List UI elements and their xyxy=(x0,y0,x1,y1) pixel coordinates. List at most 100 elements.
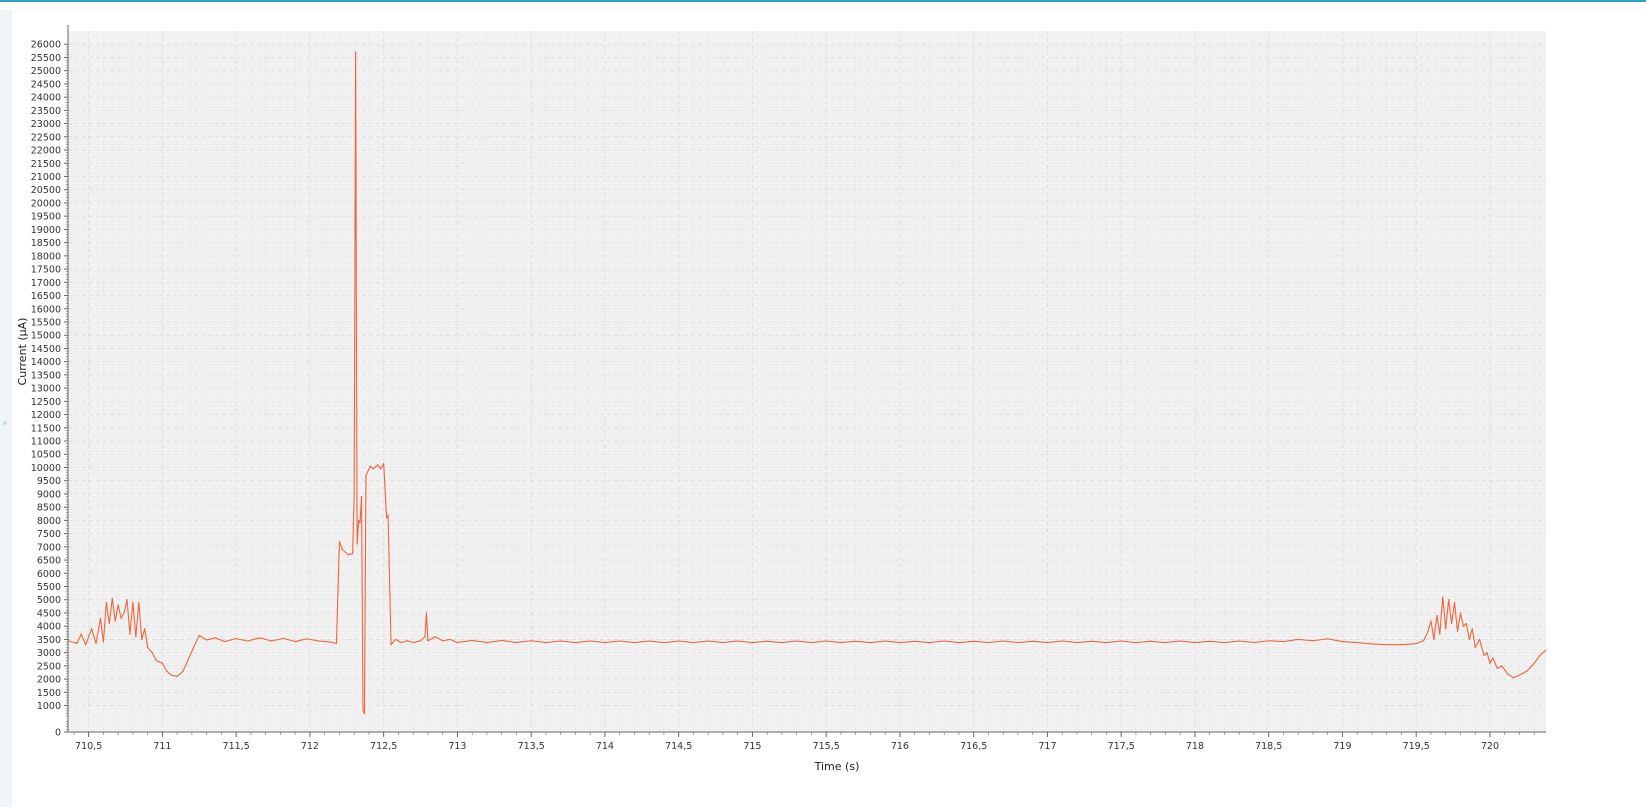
data-point xyxy=(1462,625,1464,627)
data-point xyxy=(442,640,444,642)
data-point xyxy=(1120,640,1122,642)
data-point xyxy=(560,640,562,642)
data-point xyxy=(899,641,901,644)
data-point xyxy=(1489,662,1491,664)
data-point xyxy=(383,462,385,465)
data-point xyxy=(182,670,184,672)
data-point xyxy=(105,601,107,603)
y-tick-label: 16000 xyxy=(31,304,61,315)
y-tick-label: 24000 xyxy=(31,93,61,104)
data-point xyxy=(425,612,428,614)
data-point xyxy=(102,641,105,643)
data-point xyxy=(126,599,128,601)
y-tick-label: 21500 xyxy=(31,159,61,170)
data-point xyxy=(362,710,364,712)
data-point xyxy=(1282,640,1285,643)
y-tick-label: 22000 xyxy=(31,146,61,157)
data-point xyxy=(958,641,960,644)
left-side-strip xyxy=(0,10,12,807)
data-point xyxy=(471,639,473,642)
x-tick-label: 711 xyxy=(153,741,171,752)
data-point xyxy=(85,644,87,646)
data-point xyxy=(1164,641,1167,644)
data-point xyxy=(352,552,354,555)
data-point xyxy=(1430,620,1432,622)
data-point xyxy=(1436,615,1438,617)
data-point xyxy=(135,636,137,638)
data-point xyxy=(363,712,366,715)
data-point xyxy=(67,640,69,642)
x-tick-label: 711,5 xyxy=(223,741,250,752)
x-tick-label: 712 xyxy=(301,741,319,752)
data-point xyxy=(1450,622,1453,625)
data-point xyxy=(751,641,754,644)
y-tick-label: 2000 xyxy=(37,675,61,686)
y-tick-label: 7500 xyxy=(37,529,61,540)
top-accent-border xyxy=(0,0,1646,2)
x-tick-label: 718,5 xyxy=(1255,741,1282,752)
y-tick-label: 25000 xyxy=(31,66,61,77)
data-point xyxy=(306,638,308,640)
x-tick-label: 717,5 xyxy=(1108,741,1135,752)
data-point xyxy=(369,465,371,467)
data-point xyxy=(1209,640,1211,642)
data-point xyxy=(486,641,488,644)
y-tick-label: 3000 xyxy=(37,648,61,659)
data-point xyxy=(1327,638,1329,640)
data-point xyxy=(386,517,388,519)
data-point xyxy=(1445,628,1447,630)
data-point xyxy=(1492,657,1494,659)
plot-area xyxy=(68,31,1546,732)
data-point xyxy=(1253,641,1255,644)
data-point xyxy=(722,641,724,644)
y-tick-label: 26000 xyxy=(31,40,61,51)
data-point xyxy=(394,638,397,641)
data-point xyxy=(176,675,178,678)
data-point xyxy=(1002,640,1004,642)
data-point xyxy=(76,642,78,644)
data-point xyxy=(1135,641,1137,644)
data-point xyxy=(1456,630,1459,633)
data-point xyxy=(1533,662,1535,664)
data-point xyxy=(412,641,414,644)
y-tick-label: 7000 xyxy=(37,542,61,553)
data-point xyxy=(1459,612,1462,614)
data-point xyxy=(589,640,591,642)
side-handle-dot[interactable] xyxy=(3,421,7,425)
data-point xyxy=(111,597,113,600)
data-point xyxy=(1471,628,1473,630)
data-point xyxy=(80,633,82,635)
data-point xyxy=(1545,649,1547,651)
data-point xyxy=(353,493,355,495)
y-tick-label: 23500 xyxy=(31,106,61,117)
y-tick-label: 15000 xyxy=(31,331,61,342)
data-point xyxy=(99,617,102,619)
chart-panel: 0 1000 1500 2000 2500 3000 3500 4000 4500 5000 550… xyxy=(12,10,1646,807)
data-point xyxy=(170,674,172,676)
data-point xyxy=(781,641,783,644)
data-point xyxy=(1496,667,1498,670)
data-point xyxy=(400,641,402,644)
data-point xyxy=(141,638,143,641)
data-point xyxy=(692,641,695,644)
x-tick-label: 719,5 xyxy=(1403,741,1430,752)
data-point xyxy=(1032,640,1034,642)
data-point xyxy=(114,620,116,622)
data-point xyxy=(132,601,134,603)
data-point xyxy=(387,514,389,516)
data-point xyxy=(1091,640,1093,642)
data-point xyxy=(1539,654,1541,656)
data-point xyxy=(427,640,429,642)
data-point xyxy=(194,644,196,646)
data-point xyxy=(390,644,392,646)
data-point xyxy=(1105,641,1108,644)
data-point xyxy=(419,640,422,642)
data-point xyxy=(341,548,343,551)
data-point xyxy=(1061,640,1063,642)
data-point xyxy=(372,468,374,470)
data-point xyxy=(329,641,332,643)
data-point xyxy=(530,640,532,642)
data-point xyxy=(1356,641,1358,644)
data-point xyxy=(166,670,168,672)
data-point xyxy=(1479,638,1481,641)
